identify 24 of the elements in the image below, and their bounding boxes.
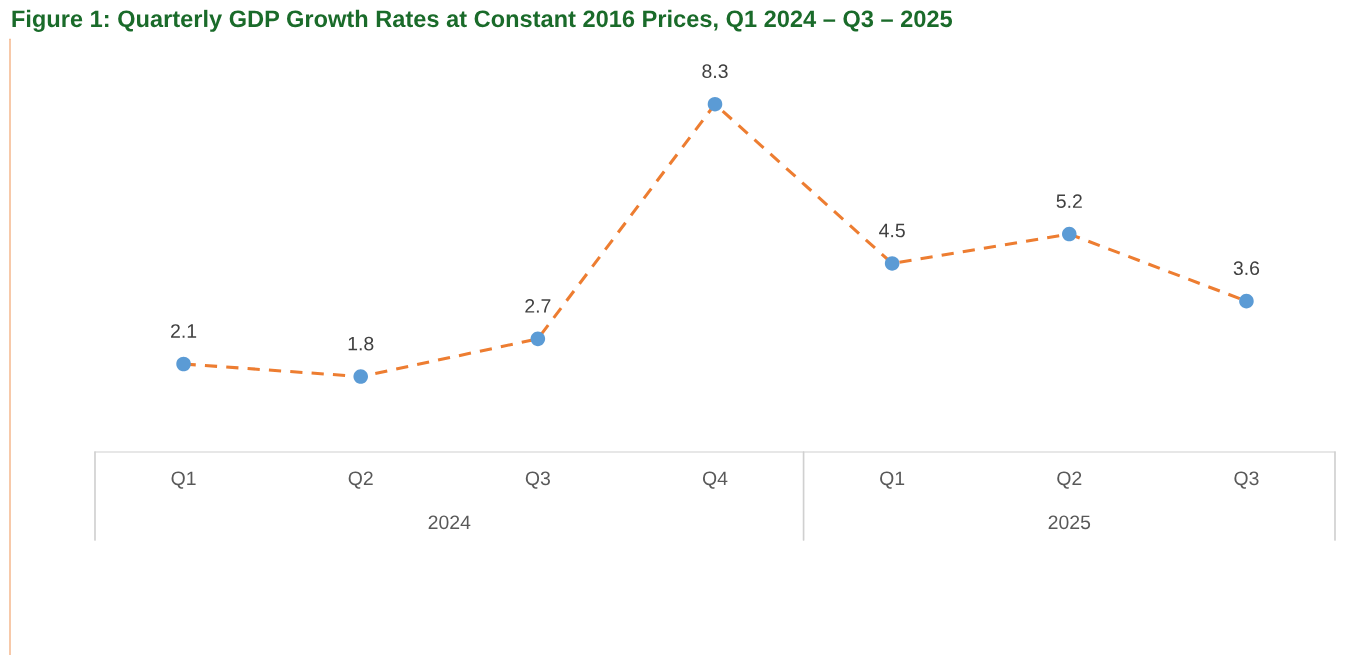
text: 2025 <box>1048 515 1091 530</box>
x-tick-label: Q3 <box>525 471 550 489</box>
point <box>707 96 723 112</box>
x-tick-label: Q3 <box>1234 471 1259 489</box>
point <box>353 369 368 384</box>
data-label: 3.6 <box>1233 261 1260 276</box>
data-label: 8.3 <box>702 64 728 79</box>
data-label: 2.1 <box>171 324 197 338</box>
point <box>176 356 191 372</box>
x-tick-label: Q1 <box>171 471 196 489</box>
data-label: 5.2 <box>1056 194 1082 209</box>
chart-title: Figure 1: Quarterly GDP Growth Rates at Constant 2016 Prices, Q1 2024 – Q3 – 2025 <box>12 9 953 32</box>
point <box>530 331 546 347</box>
data-label: 2.7 <box>525 299 551 313</box>
text: 2024 <box>428 515 471 530</box>
x-tick-label: Q4 <box>702 471 728 489</box>
data-label: 4.5 <box>879 223 905 238</box>
point <box>1239 293 1254 309</box>
x-tick-label: Q2 <box>1057 471 1082 489</box>
point <box>1062 226 1077 242</box>
x-tick-label: Q2 <box>348 471 373 489</box>
x-tick-label: Q1 <box>880 471 905 489</box>
point <box>884 256 900 271</box>
data-label: 1.8 <box>348 336 374 351</box>
